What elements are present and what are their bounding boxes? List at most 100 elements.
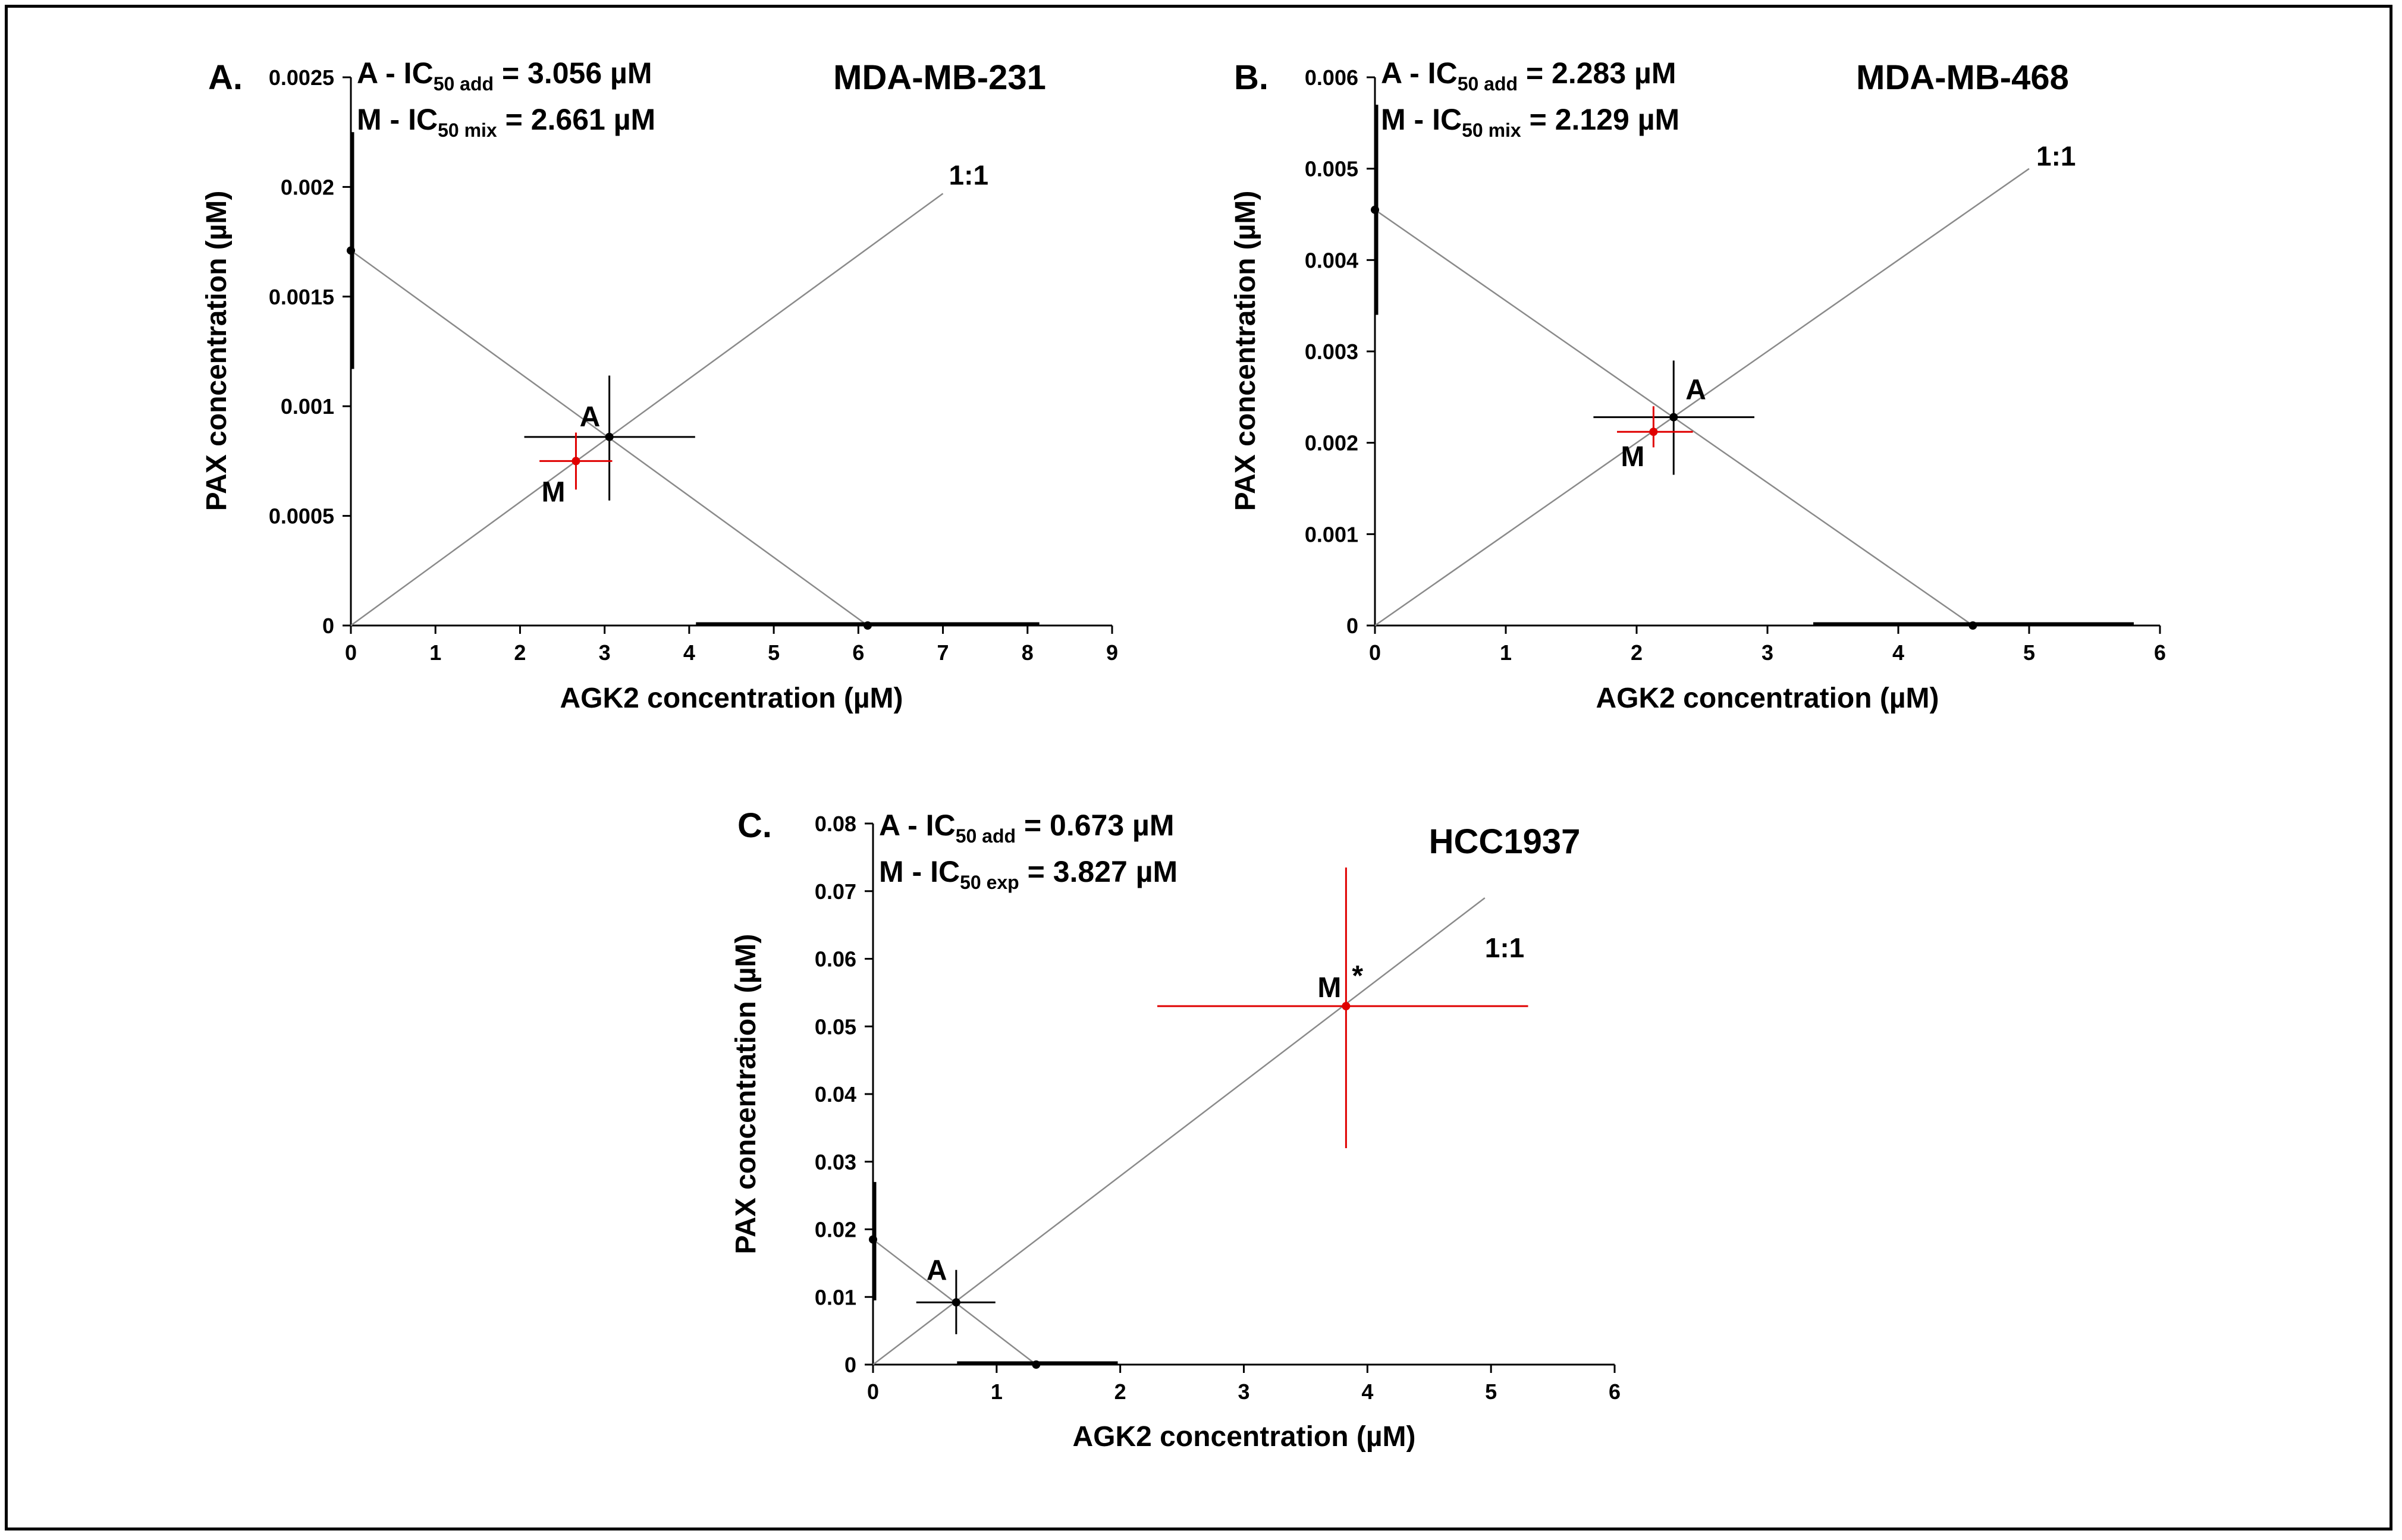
x-tick-label: 0 [345,640,357,665]
ic50-value: = 2.661 µM [497,103,655,136]
ic50-prefix: M - IC [879,855,960,888]
ratio-line [350,193,944,627]
x-tick-label: 0 [1369,640,1381,665]
y-tick-label: 0.07 [815,879,856,904]
point-marker [1342,1002,1351,1011]
ic50-value: = 0.673 µM [1016,809,1174,842]
ratio-label: 1:1 [2036,141,2076,172]
ratio-line [1374,168,2030,627]
point-label: A [1685,375,1706,406]
y-tick-label: 0 [844,1353,856,1377]
ic50-subscript: 50 mix [1462,120,1521,141]
y-axis-label: PAX concentration (µM) [201,191,233,511]
x-tick-label: 2 [1631,640,1643,665]
ic50-value: = 2.129 µM [1521,103,1679,136]
ic50-annotation: A - IC50 add = 2.283 µM [1381,56,1676,95]
x-tick-label: 9 [1106,640,1118,665]
panel-letter: B. [1234,58,1268,97]
x-tick-label: 0 [867,1379,879,1404]
x-axis-label: AGK2 concentration (µM) [1072,1421,1415,1453]
y-tick-label: 0.0025 [269,65,334,90]
y-tick-label: 0.001 [1305,522,1358,546]
figure-frame [5,5,2392,1530]
y-tick-label: 0.01 [815,1285,856,1309]
ratio-line [872,897,1486,1365]
x-intercept-point [1968,621,1977,630]
cell-line-title: MDA-MB-468 [1856,58,2069,97]
point-label: A [580,401,601,433]
ic50-prefix: A - IC [879,809,956,842]
y-intercept-point [869,1235,877,1244]
y-axis-label: PAX concentration (µM) [1230,191,1261,511]
y-tick-label: 0.001 [281,394,334,419]
x-tick-label: 3 [599,640,611,665]
x-tick-label: 5 [1485,1379,1497,1404]
y-tick-label: 0.002 [1305,431,1358,455]
y-tick-label: 0.004 [1305,248,1358,272]
point-marker [952,1298,960,1307]
y-tick-label: 0.02 [815,1218,856,1242]
x-tick-label: 1 [991,1379,1003,1404]
point-marker [1669,413,1678,422]
mixture-point [1157,867,1528,1148]
ic50-subscript: 50 add [956,825,1016,847]
x-tick-label: 5 [768,640,780,665]
ic50-prefix: A - IC [357,56,434,90]
ratio-label: 1:1 [1485,932,1524,963]
y-tick-label: 0.08 [815,812,856,836]
additive-point [1593,360,1754,475]
significance-marker: * [1352,960,1363,992]
x-tick-label: 6 [852,640,864,665]
y-tick-label: 0.002 [281,175,334,199]
ic50-prefix: A - IC [1381,56,1458,90]
y-tick-label: 0.05 [815,1014,856,1039]
chart-panel-c: 0 1 2 3 4 5 6 0 0.01 0.02 0.03 0.04 0.05 0.06 0.07 0.08… [730,806,1621,1453]
point-marker [572,457,580,466]
chart-panel-a: 0 1 2 3 4 5 6 7 8 9 0 0.0005 0.001 0.0015 0.002 0.0025 A… [201,56,1118,714]
point-label: M [1317,972,1341,1004]
x-tick-label: 5 [2023,640,2035,665]
x-tick-label: 4 [1361,1379,1373,1404]
panel-letter: A. [208,58,243,97]
cell-line-title: MDA-MB-231 [833,58,1046,97]
x-tick-label: 3 [1762,640,1773,665]
x-tick-label: 1 [1500,640,1512,665]
y-tick-label: 0.003 [1305,340,1358,364]
y-tick-label: 0.0015 [269,285,334,309]
ic50-prefix: M - IC [1381,103,1462,136]
ic50-value: = 2.283 µM [1518,56,1676,90]
y-tick-label: 0.06 [815,947,856,972]
x-tick-label: 4 [683,640,695,665]
y-tick-label: 0.03 [815,1150,856,1174]
x-tick-label: 6 [1609,1379,1621,1404]
x-tick-label: 2 [1114,1379,1126,1404]
ic50-annotation: M - IC50 mix = 2.129 µM [1381,103,1679,141]
ic50-value: = 3.827 µM [1019,855,1178,888]
ic50-value: = 3.056 µM [494,56,652,90]
mixture-point [1617,406,1693,448]
x-intercept-point [1032,1360,1041,1369]
x-tick-label: 2 [514,640,526,665]
ic50-subscript: 50 add [434,73,494,95]
ic50-prefix: M - IC [357,103,438,136]
point-marker [1649,428,1658,436]
x-tick-label: 7 [937,640,949,665]
y-axis-label: PAX concentration (µM) [730,934,762,1255]
mixture-point [539,432,613,490]
ic50-annotation: A - IC50 add = 3.056 µM [357,56,652,95]
additive-point [524,375,695,501]
ratio-label: 1:1 [949,159,988,190]
panel-letter: C. [737,806,772,845]
x-tick-label: 6 [2154,640,2166,665]
y-tick-label: 0 [1346,614,1358,638]
additive-point [916,1269,996,1334]
ic50-annotation: A - IC50 add = 0.673 µM [879,809,1175,847]
x-intercept-point [863,621,872,630]
ic50-subscript: 50 mix [438,120,497,141]
x-tick-label: 8 [1022,640,1034,665]
ic50-subscript: 50 exp [960,872,1019,893]
y-intercept-point [1371,205,1379,214]
ic50-annotation: M - IC50 exp = 3.827 µM [879,855,1178,893]
y-tick-label: 0.04 [815,1082,856,1107]
